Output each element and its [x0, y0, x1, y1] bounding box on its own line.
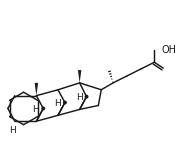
Text: OH: OH	[161, 45, 176, 55]
Polygon shape	[78, 70, 81, 83]
Text: H: H	[9, 126, 16, 135]
Circle shape	[64, 101, 66, 104]
Text: H: H	[76, 93, 83, 102]
Circle shape	[42, 107, 45, 110]
Text: H: H	[33, 105, 39, 114]
Circle shape	[85, 95, 88, 98]
Polygon shape	[35, 83, 38, 96]
Text: H: H	[54, 99, 61, 108]
